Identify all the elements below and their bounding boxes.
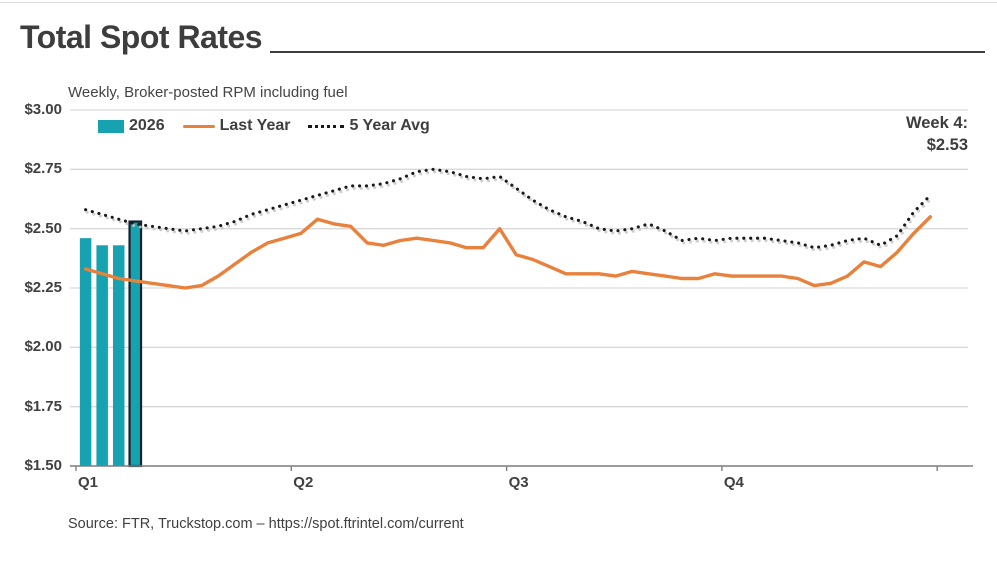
y-axis-label: $2.50 xyxy=(24,219,62,237)
source-note: Source: FTR, Truckstop.com – https://spo… xyxy=(68,516,464,532)
y-axis-label: $2.00 xyxy=(24,338,62,356)
week4-annotation-value: $2.53 xyxy=(926,136,968,154)
y-axis-label: $1.50 xyxy=(24,457,62,474)
x-axis-label-q2: Q2 xyxy=(293,474,314,491)
bar-week-2 xyxy=(96,245,108,466)
x-axis-label-q4: Q4 xyxy=(723,474,744,491)
week4-annotation: Week 4: $2.53 xyxy=(906,112,968,156)
last-year-line xyxy=(83,215,932,290)
legend-item-2026: 2026 xyxy=(98,117,165,135)
bar-week-4-highlighted xyxy=(128,220,143,468)
legend-label-2026: 2026 xyxy=(129,117,165,134)
y-axis-label: $1.75 xyxy=(24,397,62,415)
week4-annotation-label: Week 4: xyxy=(905,114,968,132)
line-swatch-icon xyxy=(182,124,215,128)
dotted-swatch-icon xyxy=(308,124,345,128)
legend-item-5-year-avg: 5 Year Avg xyxy=(308,117,430,135)
chart-subtitle: Weekly, Broker-posted RPM including fuel xyxy=(68,84,348,101)
y-axis-label: $3.00 xyxy=(24,101,62,118)
y-axis-label: $2.75 xyxy=(24,160,62,178)
five-year-avg-line-shadow xyxy=(85,170,934,252)
title-underline xyxy=(270,51,985,53)
legend-item-last-year: Last Year xyxy=(182,117,291,135)
legend-label-5-year-avg: 5 Year Avg xyxy=(349,117,430,134)
legend-label-last-year: Last Year xyxy=(219,117,291,134)
legend: 2026 Last Year 5 Year Avg xyxy=(98,117,430,135)
y-axis-label: $2.25 xyxy=(24,279,62,296)
bar-swatch-icon xyxy=(98,119,124,133)
top-divider xyxy=(0,2,997,3)
bar-week-1 xyxy=(79,238,92,466)
five-year-avg-line xyxy=(84,167,932,250)
header: Total Spot Rates xyxy=(20,18,985,56)
page-title: Total Spot Rates xyxy=(20,19,263,55)
x-axis-label-q1: Q1 xyxy=(78,474,99,491)
bar-week-3 xyxy=(112,245,125,466)
x-axis-label-q3: Q3 xyxy=(508,474,529,491)
